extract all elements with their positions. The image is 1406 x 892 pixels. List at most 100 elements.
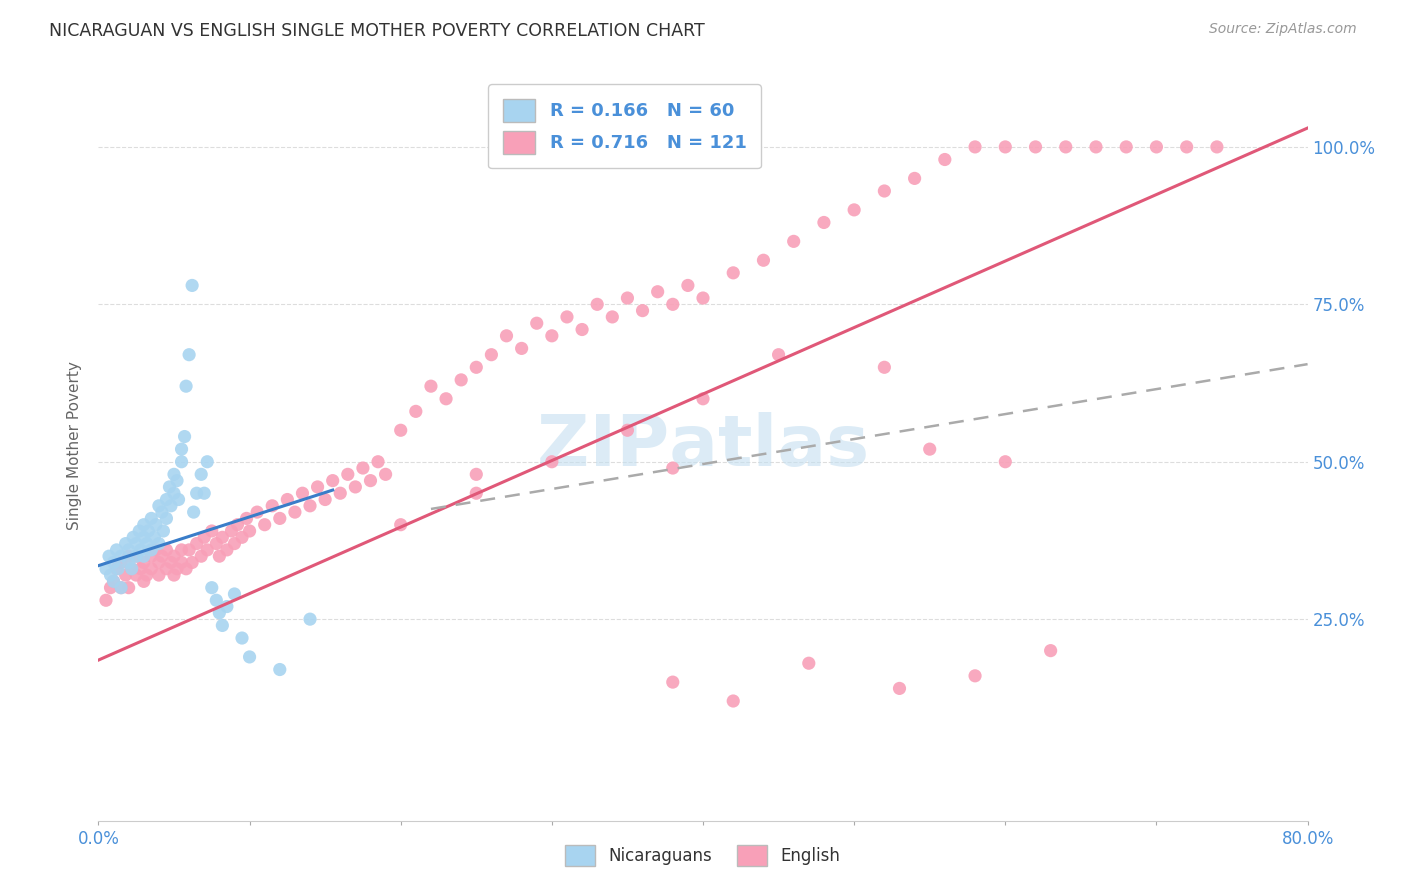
Point (141, 542, 163, 557)
Point (631, 303, 654, 318)
Point (723, 266, 745, 280)
Point (163, 568, 186, 582)
Point (94, 562, 117, 576)
Point (125, 549, 148, 564)
Point (205, 536, 228, 550)
Point (110, 549, 132, 564)
Point (163, 467, 186, 482)
Point (284, 505, 307, 519)
Point (136, 524, 159, 538)
Point (205, 593, 228, 607)
Point (148, 499, 170, 513)
Point (103, 574, 125, 589)
Point (148, 536, 170, 550)
Point (190, 467, 212, 482)
Point (211, 618, 233, 632)
Point (186, 486, 208, 500)
Point (118, 542, 141, 557)
Text: ZIP​atlas: ZIP​atlas (537, 411, 869, 481)
Point (844, 202, 866, 217)
Point (873, 360, 896, 375)
Point (114, 568, 136, 582)
Point (141, 562, 163, 576)
Point (224, 587, 246, 601)
Point (307, 480, 329, 494)
Point (155, 562, 177, 576)
Point (150, 505, 173, 519)
Point (155, 511, 177, 525)
Point (647, 285, 669, 299)
Point (692, 392, 714, 406)
Point (103, 574, 125, 589)
Point (195, 542, 218, 557)
Point (783, 235, 806, 249)
Point (100, 568, 122, 582)
Point (1039, 643, 1062, 657)
Point (540, 328, 562, 343)
Point (602, 310, 624, 324)
Point (145, 542, 167, 557)
Point (107, 562, 129, 576)
Point (367, 455, 389, 469)
Point (129, 542, 152, 557)
Point (100, 581, 122, 595)
Point (752, 253, 775, 268)
Point (118, 556, 141, 570)
Point (481, 348, 503, 362)
Point (1115, 140, 1137, 154)
Point (526, 316, 548, 330)
Point (616, 291, 638, 305)
Point (170, 542, 193, 557)
Point (174, 379, 197, 393)
Point (299, 499, 322, 513)
Point (1024, 140, 1046, 154)
Point (676, 278, 699, 293)
Point (152, 524, 174, 538)
Point (465, 467, 488, 482)
Point (159, 480, 181, 494)
Point (723, 694, 745, 708)
Point (98, 549, 121, 564)
Point (135, 536, 157, 550)
Text: NICARAGUAN VS ENGLISH SINGLE MOTHER POVERTY CORRELATION CHART: NICARAGUAN VS ENGLISH SINGLE MOTHER POVE… (49, 22, 704, 40)
Point (661, 675, 683, 690)
Point (797, 657, 820, 671)
Point (135, 568, 157, 582)
Point (253, 517, 276, 532)
Point (1206, 140, 1229, 154)
Point (231, 631, 253, 645)
Point (262, 499, 284, 513)
Point (193, 486, 215, 500)
Point (183, 505, 205, 519)
Point (571, 322, 593, 336)
Point (181, 556, 204, 570)
Point (329, 486, 352, 500)
Point (132, 530, 155, 544)
Point (965, 140, 987, 154)
Point (174, 562, 197, 576)
Point (155, 542, 177, 557)
Point (193, 530, 215, 544)
Point (105, 562, 128, 576)
Point (145, 517, 167, 532)
Point (239, 524, 262, 538)
Text: Source: ZipAtlas.com: Source: ZipAtlas.com (1209, 22, 1357, 37)
Point (173, 429, 195, 443)
Point (465, 360, 488, 375)
Point (94, 593, 117, 607)
Point (195, 455, 218, 469)
Point (179, 542, 201, 557)
Point (1175, 140, 1198, 154)
Point (994, 455, 1017, 469)
Point (132, 556, 155, 570)
Point (105, 542, 128, 557)
Point (128, 524, 150, 538)
Point (118, 549, 141, 564)
Point (190, 549, 212, 564)
Legend: R = 0.166   N = 60, R = 0.716   N = 121: R = 0.166 N = 60, R = 0.716 N = 121 (488, 84, 761, 169)
Point (215, 542, 238, 557)
Point (495, 328, 517, 343)
Point (103, 556, 125, 570)
Point (450, 373, 472, 387)
Point (148, 556, 170, 570)
